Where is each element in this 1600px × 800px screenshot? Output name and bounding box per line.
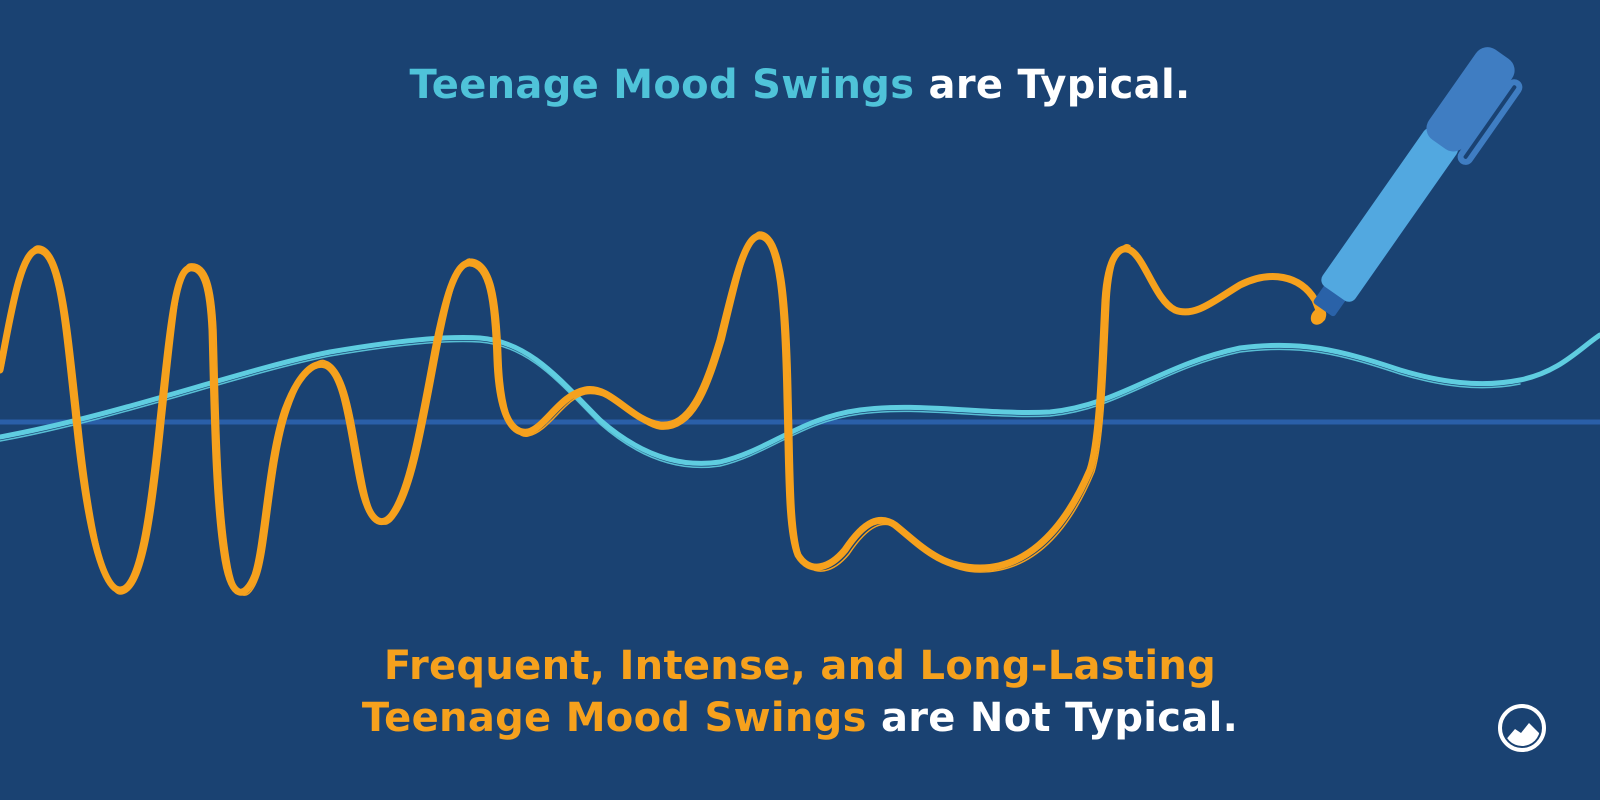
footer-statement: Frequent, Intense, and Long-Lasting Teen… [0, 640, 1600, 744]
headline-highlight: Teenage Mood Swings [409, 62, 915, 108]
headline-title: Teenage Mood Swings are Typical. [0, 62, 1600, 108]
footer-line-2-highlight: Teenage Mood Swings [361, 695, 867, 741]
atypical-mood-line [0, 231, 1326, 596]
footer-line-2: Teenage Mood Swings are Not Typical. [0, 692, 1600, 744]
mountain-logo-icon [1498, 704, 1546, 752]
typical-mood-line [0, 332, 1600, 469]
marker-pen-icon [1310, 47, 1523, 325]
footer-line-2-rest: are Not Typical. [866, 695, 1239, 741]
footer-line-1: Frequent, Intense, and Long-Lasting [383, 643, 1217, 689]
headline-rest: are Typical. [914, 62, 1191, 108]
